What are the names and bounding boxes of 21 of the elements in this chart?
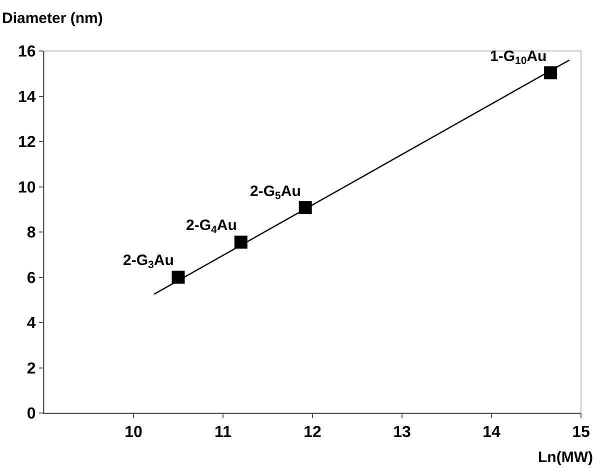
annotation: 2-G$_{5}$Au — [250, 183, 301, 202]
x-tick-label: 11 — [214, 424, 232, 442]
x-tick-label: 10 — [124, 424, 142, 442]
y-tick-label: 10 — [18, 179, 36, 196]
y-tick-label: 4 — [26, 315, 36, 332]
y-tick-label: 2 — [26, 360, 36, 378]
x-tick-label: 13 — [393, 424, 411, 442]
annotation: 2-G$_{3}$Au — [123, 252, 174, 272]
x-tick-label: 12 — [304, 424, 322, 442]
y-axis-title: Diameter (nm) — [2, 10, 103, 27]
x-tick-label: 15 — [572, 424, 590, 442]
y-tick-label: 12 — [18, 134, 36, 152]
annotation: 1-G$_{10}$Au — [490, 48, 547, 68]
x-tick-label: 14 — [482, 424, 500, 442]
y-tick-label: 14 — [18, 88, 36, 106]
y-tick-label: 0 — [26, 406, 36, 423]
y-tick-label: 16 — [18, 44, 36, 61]
y-tick-label: 8 — [26, 224, 36, 242]
y-tick-label: 6 — [26, 270, 36, 287]
x-axis-title: Ln(MW) — [538, 449, 593, 466]
annotation: 2-G$_{4}$Au — [186, 217, 237, 236]
